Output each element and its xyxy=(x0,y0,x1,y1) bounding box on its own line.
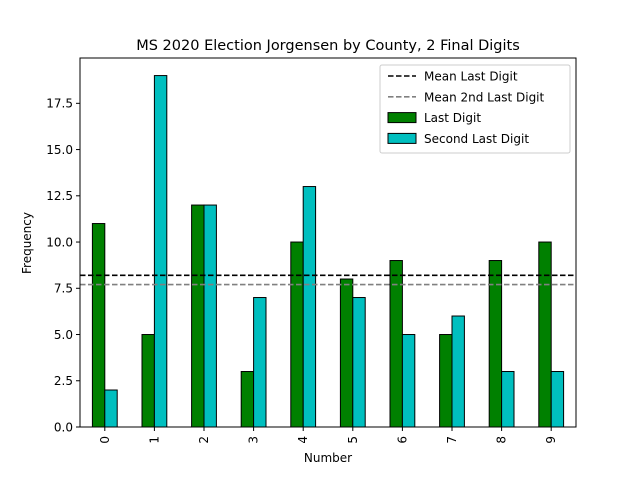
bar-second-last-digit-5 xyxy=(352,297,366,428)
y-tick-label: 2.5 xyxy=(54,374,73,388)
y-tick-label: 15.0 xyxy=(46,143,73,157)
bar-last-digit-3 xyxy=(240,371,255,428)
x-tick-label-4: 4 xyxy=(296,436,310,444)
bar-last-digit-0 xyxy=(91,223,106,428)
legend-box xyxy=(379,64,571,154)
bar-second-last-digit-2 xyxy=(203,204,217,428)
bar-last-digit-8 xyxy=(488,260,503,428)
x-axis-label: Number xyxy=(304,451,352,465)
legend-label-second-last-digit: Second Last Digit xyxy=(424,132,529,146)
legend-swatch-second-last-digit xyxy=(387,132,417,144)
x-tick-label-1: 1 xyxy=(147,436,161,444)
y-tick-label: 17.5 xyxy=(46,97,73,111)
x-tick-label-2: 2 xyxy=(197,436,211,444)
x-tick-label-3: 3 xyxy=(247,436,261,444)
bar-second-last-digit-9 xyxy=(550,371,565,428)
y-tick-label: 10.0 xyxy=(46,235,73,249)
bar-last-digit-4 xyxy=(290,241,304,428)
x-tick-label-7: 7 xyxy=(445,436,459,444)
legend-label-last-digit: Last Digit xyxy=(424,111,481,125)
y-axis-label: Frequency xyxy=(20,212,34,274)
y-axis: 0.0 2.5 5.0 7.5 10.0 12.5 15.0 17.5 xyxy=(46,97,80,434)
y-tick-label: 7.5 xyxy=(54,282,73,296)
y-tick-label: 5.0 xyxy=(54,328,73,342)
x-axis: 0 1 2 3 4 5 6 7 8 9 xyxy=(98,427,558,444)
legend-swatch-last-digit xyxy=(387,112,417,124)
bar-last-digit-1 xyxy=(141,334,155,428)
bar-last-digit-6 xyxy=(389,260,403,428)
y-tick-label: 12.5 xyxy=(46,189,73,203)
x-tick-label-5: 5 xyxy=(346,436,360,444)
bar-second-last-digit-1 xyxy=(153,75,168,428)
bar-last-digit-5 xyxy=(339,278,354,428)
x-tick-label-6: 6 xyxy=(395,436,409,444)
bar-second-last-digit-3 xyxy=(253,297,267,428)
x-tick-label-0: 0 xyxy=(98,436,112,444)
bar-second-last-digit-6 xyxy=(401,334,416,428)
x-tick-label-8: 8 xyxy=(495,436,509,444)
bar-second-last-digit-0 xyxy=(104,389,118,428)
bar-last-digit-2 xyxy=(191,204,205,428)
chart-title: MS 2020 Election Jorgensen by County, 2 … xyxy=(136,38,520,54)
legend-label-mean-second-last-digit: Mean 2nd Last Digit xyxy=(424,90,545,104)
bar-last-digit-7 xyxy=(439,334,453,428)
legend: Mean Last Digit Mean 2nd Last Digit Last D… xyxy=(379,64,571,154)
bar-second-last-digit-4 xyxy=(302,186,317,428)
legend-label-mean-last-digit: Mean Last Digit xyxy=(424,70,518,84)
y-tick-label: 0.0 xyxy=(54,420,73,434)
bar-last-digit-9 xyxy=(538,241,552,428)
plot-area xyxy=(79,57,577,428)
x-tick-label-9: 9 xyxy=(544,436,558,444)
bar-second-last-digit-7 xyxy=(451,315,465,428)
bar-second-last-digit-8 xyxy=(501,371,515,428)
